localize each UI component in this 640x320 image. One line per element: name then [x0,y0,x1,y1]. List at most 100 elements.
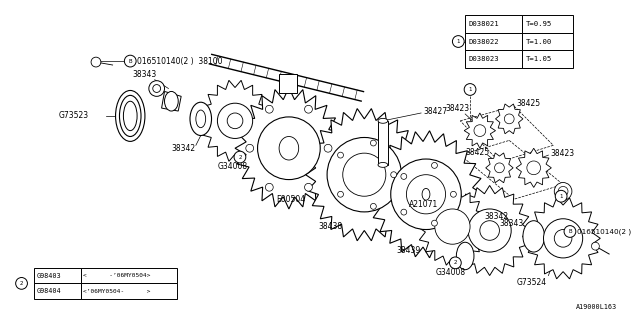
Text: 38342: 38342 [484,212,509,221]
Text: G73524: G73524 [516,278,547,287]
Circle shape [504,114,514,124]
Polygon shape [516,148,551,188]
Circle shape [391,159,461,229]
Bar [465,15,522,33]
Text: G34008: G34008 [218,162,248,171]
Circle shape [564,226,576,237]
Circle shape [246,144,253,152]
Text: 2: 2 [20,281,23,286]
Ellipse shape [196,110,205,128]
Text: G73523: G73523 [59,111,89,120]
Bar [378,121,388,165]
Polygon shape [526,198,600,279]
Ellipse shape [190,102,212,135]
Circle shape [91,57,101,67]
Circle shape [468,209,511,252]
Text: 38342: 38342 [172,144,195,153]
Bar [465,33,522,50]
Ellipse shape [116,91,145,141]
Circle shape [234,151,246,163]
Ellipse shape [120,95,141,137]
Bar [522,33,573,50]
Circle shape [371,204,376,209]
Circle shape [149,81,164,96]
Text: 016510140(2 ): 016510140(2 ) [577,228,631,235]
Text: 38343: 38343 [499,219,524,228]
Text: G34008: G34008 [436,268,466,277]
Polygon shape [449,186,531,276]
Circle shape [495,163,504,173]
Circle shape [305,183,312,191]
Text: 38423: 38423 [550,149,575,158]
Circle shape [464,84,476,95]
Text: T=1.00: T=1.00 [526,38,552,44]
Text: G98404: G98404 [36,288,61,294]
Text: 1: 1 [456,39,460,44]
Bar [522,50,573,68]
Ellipse shape [279,137,299,160]
Bar [465,50,522,68]
Ellipse shape [164,92,178,111]
Text: <’06MY0504-      >: <’06MY0504- > [83,289,151,294]
Circle shape [554,182,572,200]
Text: D038023: D038023 [468,56,499,62]
Circle shape [431,220,437,226]
Ellipse shape [523,221,545,252]
Text: <      -’06MY0504>: < -’06MY0504> [83,273,151,278]
Circle shape [15,277,28,289]
Polygon shape [464,113,495,148]
Ellipse shape [422,188,430,200]
Circle shape [449,257,461,269]
Text: B: B [568,229,572,234]
Circle shape [337,191,344,197]
Text: 38343: 38343 [132,70,156,79]
Ellipse shape [456,242,474,270]
Circle shape [227,113,243,129]
Polygon shape [370,131,483,258]
Circle shape [452,36,464,47]
Text: B: B [129,59,132,64]
Bar [81,268,177,284]
Text: E00504: E00504 [276,195,305,204]
Circle shape [527,161,541,175]
Polygon shape [495,104,523,134]
Text: 1: 1 [468,87,472,92]
Circle shape [266,105,273,113]
Circle shape [327,138,401,212]
Text: 38425: 38425 [516,99,540,108]
Text: T=1.05: T=1.05 [526,56,552,62]
Circle shape [558,187,568,196]
Circle shape [556,190,567,202]
Text: A19000L163: A19000L163 [576,304,617,310]
Text: 1: 1 [559,194,563,199]
Bar [35,284,81,299]
Circle shape [435,209,470,244]
Circle shape [305,105,312,113]
Text: 38438: 38438 [318,222,342,231]
Text: 2: 2 [454,260,457,265]
Circle shape [337,152,344,158]
Text: 38423: 38423 [445,104,470,113]
Bar [279,74,297,93]
Circle shape [474,125,486,137]
Polygon shape [161,92,181,111]
Circle shape [401,173,407,180]
Text: 016510140(2 )  38100: 016510140(2 ) 38100 [137,57,223,66]
Ellipse shape [378,118,388,123]
Circle shape [266,183,273,191]
Circle shape [480,221,499,240]
Polygon shape [305,108,423,241]
Circle shape [324,144,332,152]
Circle shape [371,140,376,146]
Circle shape [451,191,456,197]
Polygon shape [486,153,513,183]
Text: T=0.95: T=0.95 [526,21,552,27]
Bar [522,15,573,33]
Text: 2: 2 [238,155,242,160]
Text: 38439: 38439 [397,245,421,255]
Ellipse shape [124,101,137,131]
Polygon shape [235,88,343,209]
Text: 38425: 38425 [465,148,490,157]
Circle shape [218,103,253,139]
Circle shape [391,172,397,178]
